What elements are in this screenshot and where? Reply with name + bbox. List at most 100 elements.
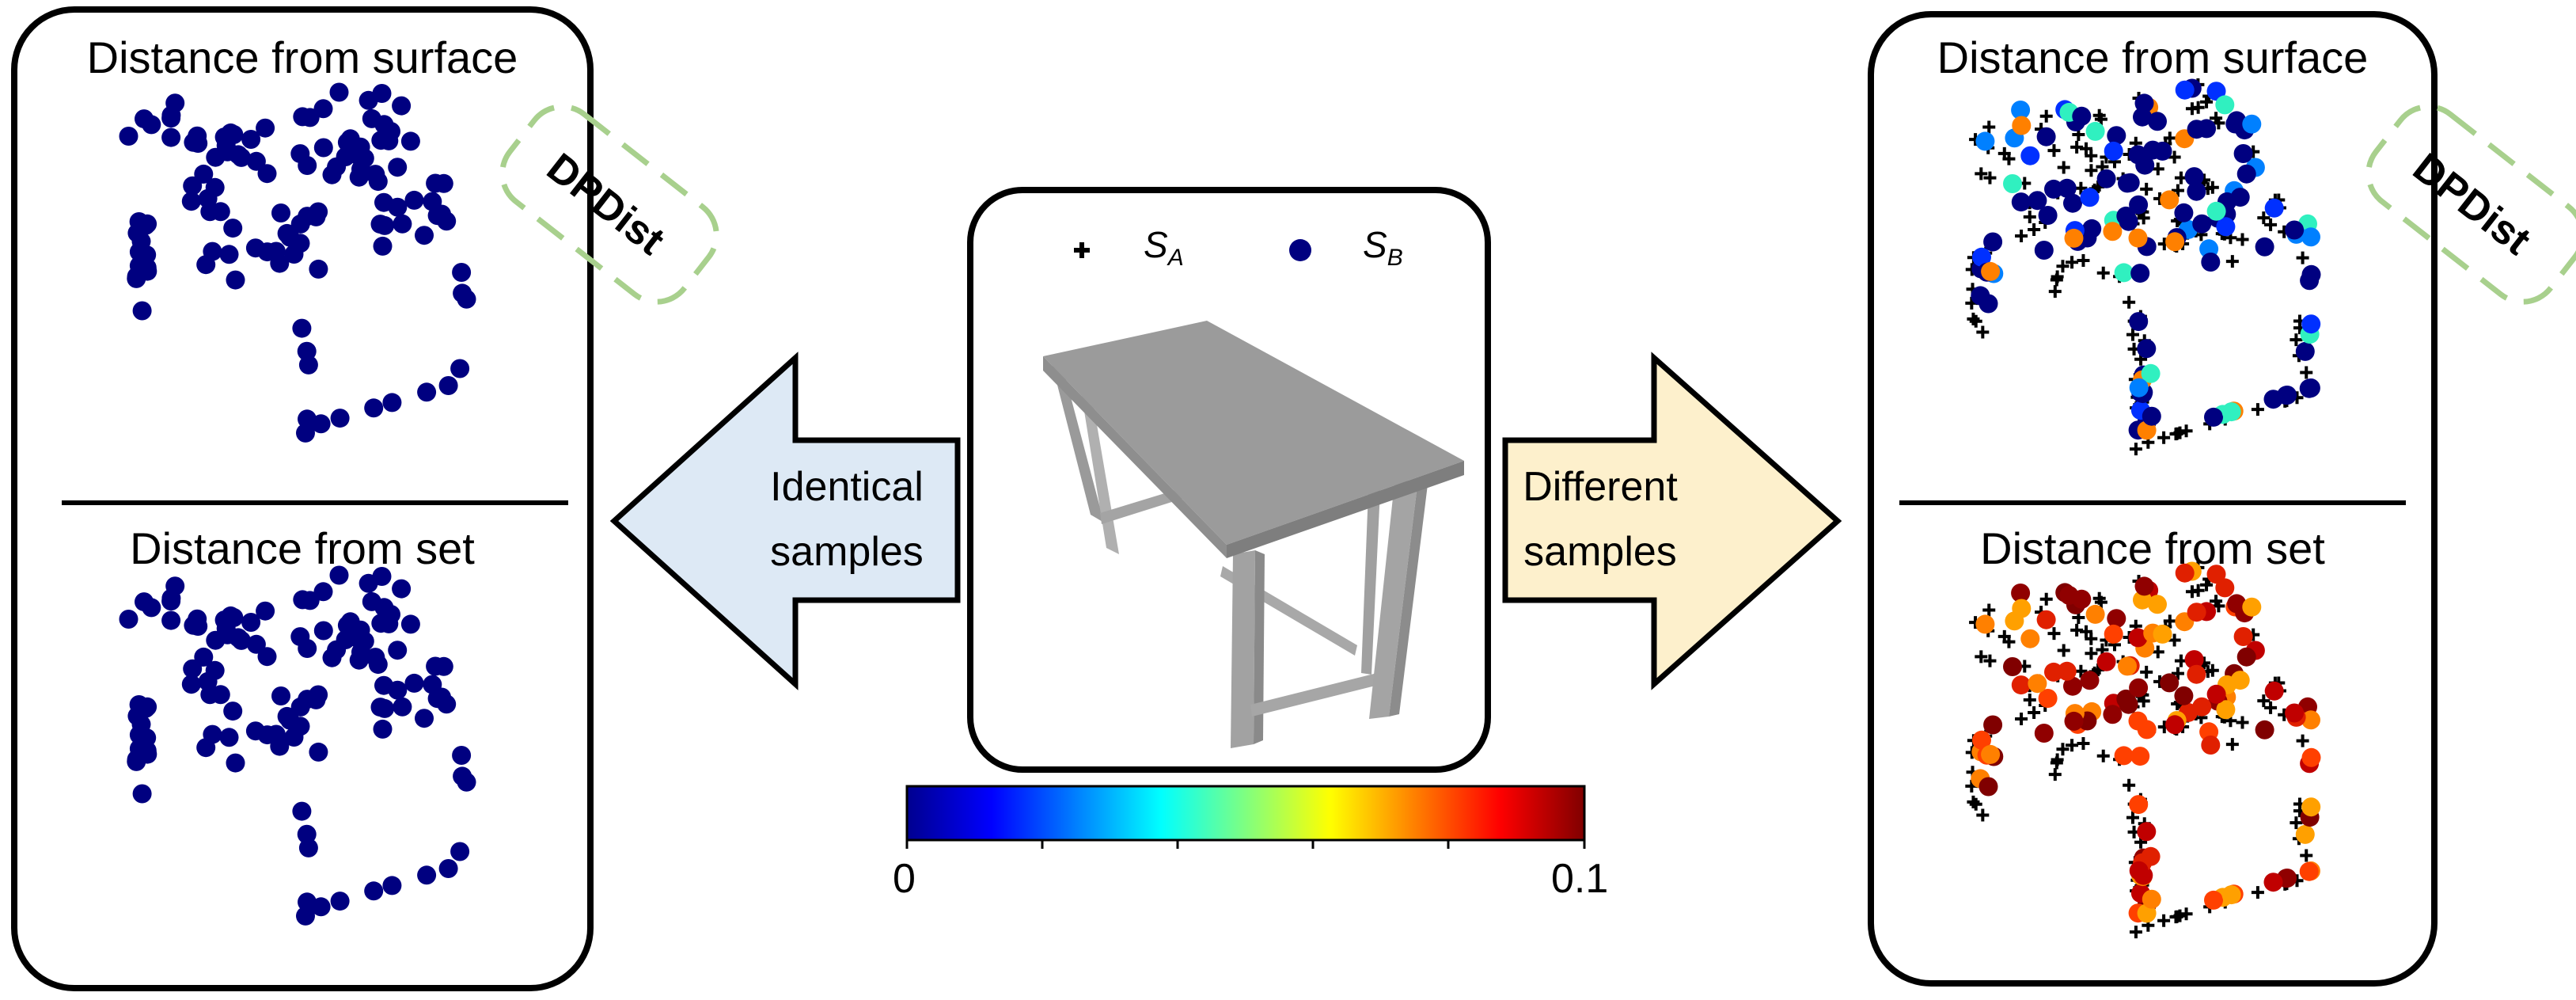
point-b xyxy=(296,906,315,926)
point-b xyxy=(198,671,218,691)
point-b xyxy=(432,687,451,707)
point-b xyxy=(400,614,420,634)
point-b xyxy=(2011,192,2031,212)
point-a xyxy=(2225,255,2239,268)
point-b xyxy=(366,165,385,184)
point-a xyxy=(2074,181,2088,195)
point-b xyxy=(2096,169,2116,188)
point-b xyxy=(392,96,412,116)
point-b xyxy=(2285,703,2305,723)
point-b xyxy=(2129,678,2149,698)
point-b xyxy=(2230,671,2250,690)
point-b xyxy=(366,648,385,667)
right-panel xyxy=(1868,11,2438,987)
point-b xyxy=(2216,217,2236,237)
point-b xyxy=(311,414,331,434)
point-b xyxy=(2263,873,2283,892)
point-a xyxy=(2002,635,2016,648)
point-a xyxy=(1976,325,1990,339)
point-b xyxy=(2134,576,2154,596)
point-b xyxy=(119,127,138,146)
point-b xyxy=(2215,578,2235,598)
legend-label-b: SB xyxy=(1363,224,1403,272)
point-b xyxy=(181,675,201,694)
point-a xyxy=(2077,254,2090,268)
point-b xyxy=(2011,584,2031,603)
point-b xyxy=(309,259,328,279)
point-b xyxy=(2175,80,2195,100)
point-b xyxy=(300,108,320,127)
point-b xyxy=(284,245,304,264)
point-b xyxy=(450,359,470,378)
point-a xyxy=(2129,926,2142,939)
point-b xyxy=(2128,711,2148,731)
point-a xyxy=(1983,171,1997,184)
point-b xyxy=(2085,121,2105,141)
point-a xyxy=(2085,149,2098,162)
left-badge xyxy=(499,104,719,305)
point-b xyxy=(364,881,384,901)
colorbar-min-label: 0 xyxy=(893,856,916,902)
point-b xyxy=(359,90,378,110)
point-b xyxy=(2236,647,2256,667)
point-b xyxy=(2064,228,2084,248)
point-b xyxy=(2114,746,2134,766)
colorbar-max-label: 0.1 xyxy=(1551,856,1609,902)
point-b xyxy=(351,620,370,640)
point-a xyxy=(2077,737,2090,751)
point-b xyxy=(379,131,399,150)
left-arrow-label: Identical samples xyxy=(736,454,958,584)
point-b xyxy=(2034,241,2054,260)
point-b xyxy=(382,876,402,895)
point-b xyxy=(415,226,434,245)
right-badge xyxy=(2365,104,2576,305)
point-a xyxy=(2085,164,2098,177)
point-b xyxy=(373,236,393,256)
point-a xyxy=(2140,182,2153,196)
point-b xyxy=(311,897,331,917)
point-a xyxy=(2096,749,2110,762)
point-b xyxy=(2038,206,2058,225)
point-b xyxy=(2072,106,2092,126)
point-b xyxy=(2233,627,2253,646)
point-a xyxy=(2151,645,2164,659)
point-b xyxy=(2128,145,2148,165)
point-a xyxy=(2092,108,2106,122)
point-b xyxy=(2255,237,2274,257)
point-b xyxy=(2301,264,2321,284)
point-a xyxy=(2225,738,2239,751)
point-a xyxy=(2056,743,2070,756)
point-b xyxy=(2148,595,2167,614)
point-b xyxy=(379,614,399,633)
point-a xyxy=(2185,102,2199,116)
point-b xyxy=(2028,674,2047,694)
point-b xyxy=(219,245,239,264)
point-b xyxy=(1975,131,1995,151)
point-a xyxy=(2236,716,2249,729)
point-b xyxy=(271,203,290,222)
point-a xyxy=(2015,229,2028,242)
point-b xyxy=(2187,181,2206,201)
point-a xyxy=(2056,260,2070,273)
point-a xyxy=(2066,256,2079,269)
point-b xyxy=(2174,686,2194,705)
point-b xyxy=(2160,673,2180,693)
point-b xyxy=(2036,127,2056,146)
point-b xyxy=(2129,195,2149,215)
point-b xyxy=(452,746,472,765)
point-b xyxy=(438,859,458,878)
point-b xyxy=(2187,603,2206,622)
point-b xyxy=(181,192,201,211)
point-b xyxy=(188,134,208,153)
point-b xyxy=(2192,214,2212,234)
point-a xyxy=(2251,886,2264,899)
point-b xyxy=(370,215,390,234)
point-b xyxy=(452,263,472,282)
point-b xyxy=(284,728,304,747)
point-b xyxy=(374,115,394,135)
point-a xyxy=(2050,273,2063,287)
point-b xyxy=(359,573,378,593)
point-b xyxy=(2206,565,2226,584)
point-b xyxy=(434,173,453,193)
point-b xyxy=(2142,889,2161,909)
